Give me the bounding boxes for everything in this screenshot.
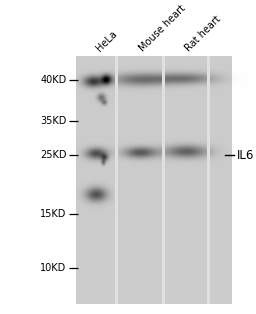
Text: IL6: IL6 (237, 149, 254, 162)
Text: HeLa: HeLa (94, 29, 119, 53)
Text: Mouse heart: Mouse heart (137, 3, 188, 53)
Text: 40KD: 40KD (40, 75, 67, 85)
Text: 25KD: 25KD (40, 150, 67, 160)
Text: 35KD: 35KD (40, 116, 67, 126)
Text: 15KD: 15KD (40, 208, 67, 219)
Text: Rat heart: Rat heart (184, 14, 223, 53)
Text: 10KD: 10KD (40, 263, 67, 273)
